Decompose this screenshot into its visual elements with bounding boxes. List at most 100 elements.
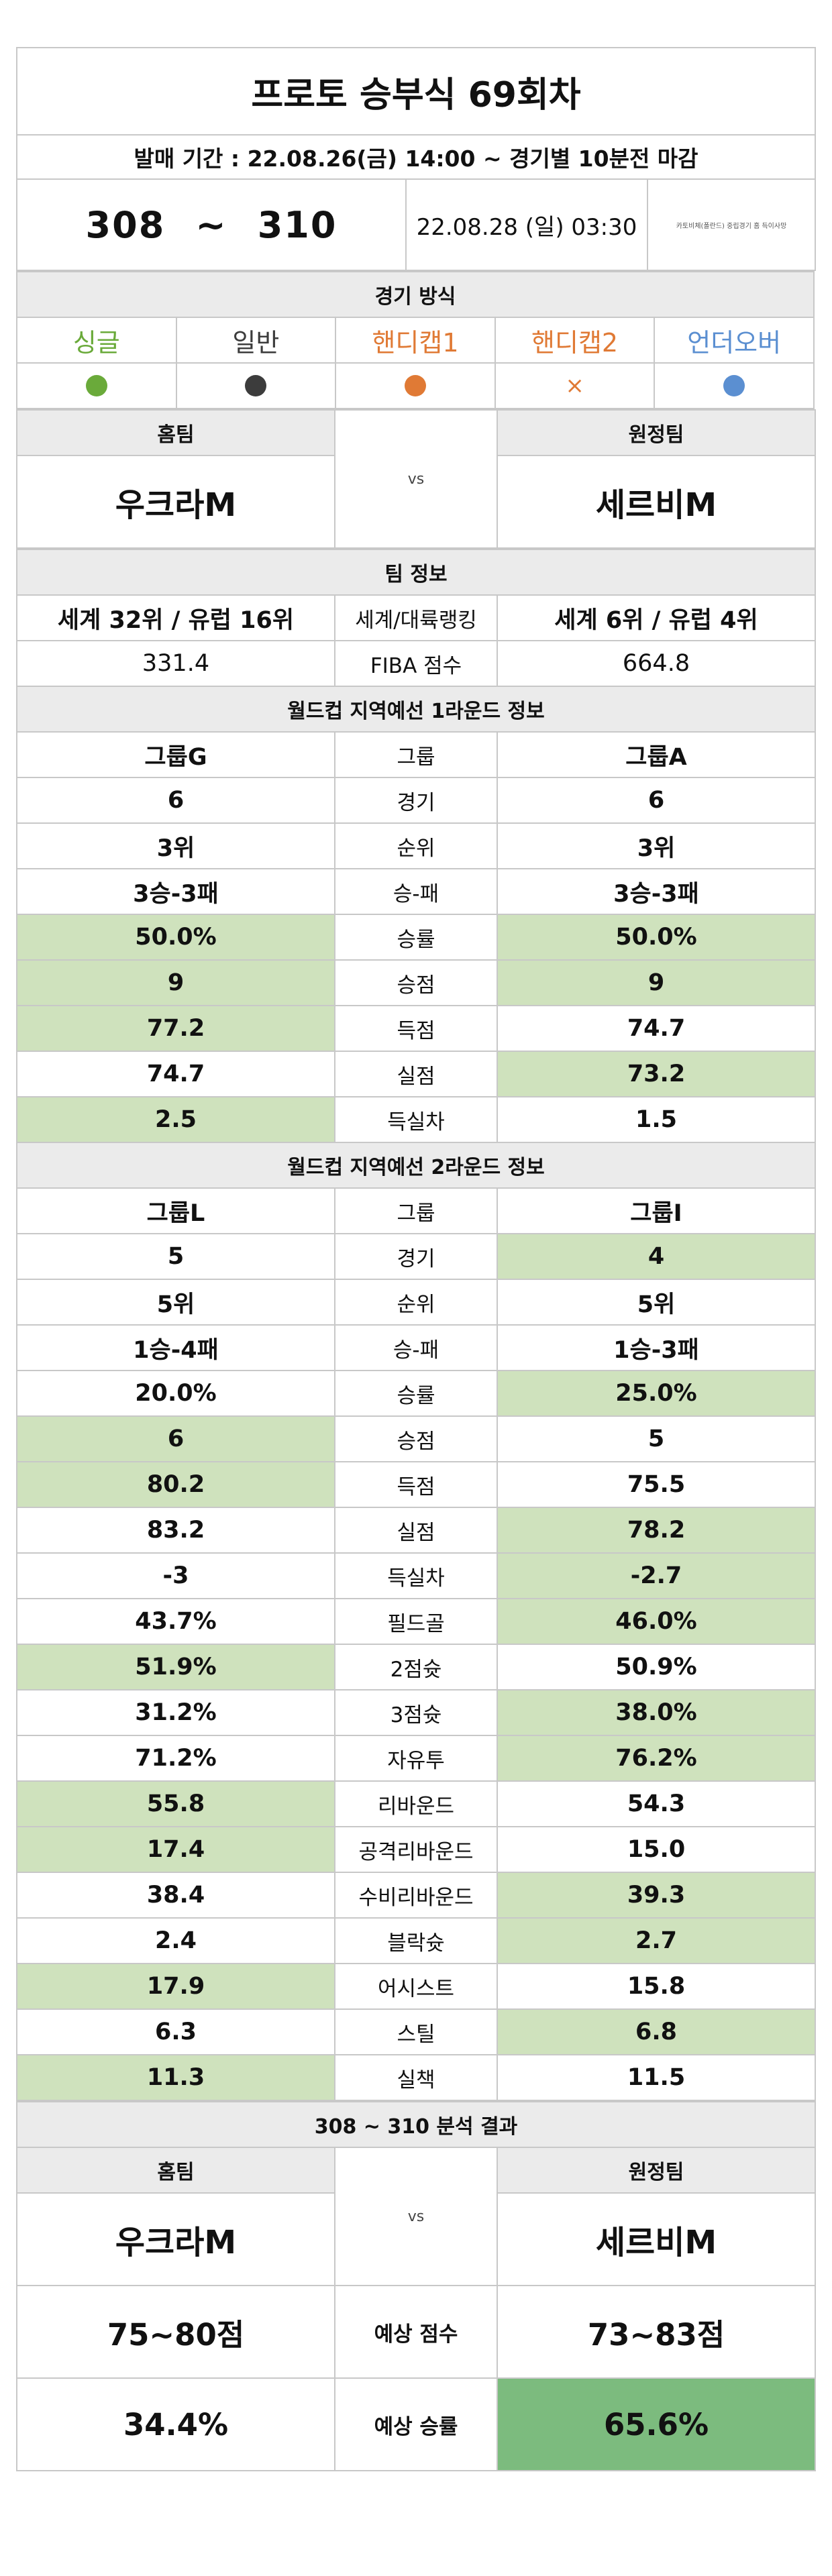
- stat-away-value: 1.5: [497, 1096, 816, 1143]
- stat-home-value: 6: [16, 777, 335, 824]
- stat-label: 2점슛: [334, 1644, 498, 1690]
- top-table: 프로토 승부식 69회차 발매 기간 : 22.08.26(금) 14:00 ~…: [15, 47, 817, 271]
- stat-home-value: 51.9%: [16, 1644, 335, 1690]
- stat-away-value: 39.3: [497, 1872, 816, 1919]
- round2-header: 월드컵 지역예선 2라운드 정보: [16, 1142, 816, 1189]
- stat-away-value: -2.7: [497, 1552, 816, 1599]
- method-option-label: 싱글: [16, 317, 177, 364]
- match-date: 22.08.28 (일) 03:30: [405, 178, 648, 271]
- stat-home-value: 80.2: [16, 1461, 335, 1508]
- stat-label: 리바운드: [334, 1780, 498, 1827]
- match-range: 308 ~ 310: [16, 178, 407, 271]
- available-dot-icon: [85, 375, 107, 396]
- stat-label: 득점: [334, 1005, 498, 1052]
- team-info-section: 팀 정보 세계 32위 / 유럽 16위 세계/대륙랭킹 세계 6위 / 유럽 4위…: [16, 549, 816, 687]
- stat-label: 실점: [334, 1051, 498, 1097]
- method-table: 경기 방식 싱글 일반 핸디캡1 핸디캡2 언더오버 ×: [16, 271, 815, 409]
- stat-home-value: 11.3: [16, 2054, 335, 2101]
- stat-away-value: 2.7: [497, 1917, 816, 1964]
- stat-away-value: 54.3: [497, 1780, 816, 1827]
- stat-home-value: 6.3: [16, 2008, 335, 2055]
- method-option-mark: [335, 362, 496, 409]
- stat-label: 승률: [334, 1370, 498, 1417]
- stat-row: -3 득실차 -2.7: [16, 1552, 816, 1599]
- match-range-from: 308: [85, 203, 166, 246]
- stat-label: 실점: [334, 1507, 498, 1554]
- stat-label: 승-패: [334, 868, 498, 915]
- page-title: 프로토 승부식 69회차: [15, 47, 817, 136]
- available-dot-icon: [245, 375, 267, 396]
- stat-label: 스틸: [334, 2008, 498, 2055]
- match-range-to: 310: [257, 203, 337, 246]
- stat-row: 6.3 스틸 6.8: [16, 2008, 816, 2055]
- game-method-header: 경기 방식: [16, 271, 815, 318]
- round1-section: 월드컵 지역예선 1라운드 정보 그룹G 그룹 그룹A 6 경기 6 3위 순위 3위 3승-3패…: [16, 686, 816, 1143]
- stats-table: 팀 정보 세계 32위 / 유럽 16위 세계/대륙랭킹 세계 6위 / 유럽 4위…: [16, 549, 816, 2101]
- stat-label: 필드골: [334, 1598, 498, 1645]
- stat-label: 득점: [334, 1461, 498, 1508]
- stat-label: 득실차: [334, 1552, 498, 1599]
- stat-home-value: 1승-4패: [16, 1324, 335, 1371]
- stat-away-value: 3승-3패: [497, 868, 816, 915]
- team-info-header: 팀 정보: [16, 549, 816, 596]
- stat-away-value: 73.2: [497, 1051, 816, 1097]
- stat-away-value: 세계 6위 / 유럽 4위: [497, 594, 816, 641]
- stat-away-value: 6: [497, 777, 816, 824]
- analysis-away-name: 세르비M: [496, 2192, 817, 2286]
- method-labels-row: 싱글 일반 핸디캡1 핸디캡2 언더오버: [16, 317, 815, 364]
- stat-home-value: 3승-3패: [16, 868, 335, 915]
- stat-away-value: 76.2%: [497, 1735, 816, 1782]
- stat-home-value: 43.7%: [16, 1598, 335, 1645]
- analysis-away-label: 원정팀: [496, 2147, 817, 2194]
- stat-row: 5위 순위 5위: [16, 1279, 816, 1326]
- stat-row: 20.0% 승률 25.0%: [16, 1370, 816, 1417]
- unavailable-x-icon: ×: [565, 372, 584, 399]
- method-option-mark: [654, 362, 815, 409]
- stat-label: 세계/대륙랭킹: [334, 594, 498, 641]
- stat-label: 그룹: [334, 731, 498, 778]
- available-dot-icon: [723, 375, 745, 396]
- stat-row: 38.4 수비리바운드 39.3: [16, 1872, 816, 1919]
- predicted-home-winrate: 34.4%: [16, 2377, 335, 2471]
- stat-away-value: 5위: [497, 1279, 816, 1326]
- stat-label: 실책: [334, 2054, 498, 2101]
- home-team-label: 홈팀: [16, 409, 335, 456]
- stat-away-value: 15.0: [497, 1826, 816, 1873]
- method-option-mark: ×: [494, 362, 656, 409]
- stat-row: 9 승점 9: [16, 959, 816, 1006]
- method-option-mark: [175, 362, 337, 409]
- stat-away-value: 664.8: [497, 640, 816, 687]
- stat-home-value: 83.2: [16, 1507, 335, 1554]
- stat-away-value: 25.0%: [497, 1370, 816, 1417]
- stat-row: 55.8 리바운드 54.3: [16, 1780, 816, 1827]
- stat-home-value: 세계 32위 / 유럽 16위: [16, 594, 335, 641]
- stat-away-value: 38.0%: [497, 1689, 816, 1736]
- stat-label: 승점: [334, 1415, 498, 1462]
- home-team-name: 우크라M: [16, 455, 335, 549]
- available-dot-icon: [404, 375, 426, 396]
- stat-away-value: 11.5: [497, 2054, 816, 2101]
- stat-row: 74.7 실점 73.2: [16, 1051, 816, 1097]
- stat-home-value: -3: [16, 1552, 335, 1599]
- stat-home-value: 71.2%: [16, 1735, 335, 1782]
- stat-away-value: 그룹A: [497, 731, 816, 778]
- stat-label: 자유투: [334, 1735, 498, 1782]
- method-option-mark: [16, 362, 177, 409]
- stat-label: 승률: [334, 914, 498, 961]
- stat-row: 1승-4패 승-패 1승-3패: [16, 1324, 816, 1371]
- analysis-table: 308 ~ 310 분석 결과 홈팀 vs 원정팀 우크라M 세르비M 75~8…: [15, 2101, 817, 2471]
- method-option-label: 언더오버: [654, 317, 815, 364]
- stat-row: 3승-3패 승-패 3승-3패: [16, 868, 816, 915]
- stat-home-value: 6: [16, 1415, 335, 1462]
- stat-away-value: 1승-3패: [497, 1324, 816, 1371]
- stat-row: 31.2% 3점슛 38.0%: [16, 1689, 816, 1736]
- round1-header: 월드컵 지역예선 1라운드 정보: [16, 686, 816, 733]
- stat-label: 경기: [334, 1233, 498, 1280]
- away-team-label: 원정팀: [497, 409, 816, 456]
- stat-home-value: 38.4: [16, 1872, 335, 1919]
- stat-label: 순위: [334, 822, 498, 869]
- stat-row: 17.9 어시스트 15.8: [16, 1963, 816, 2010]
- stat-row: 6 승점 5: [16, 1415, 816, 1462]
- stat-home-value: 그룹L: [16, 1187, 335, 1234]
- stat-home-value: 그룹G: [16, 731, 335, 778]
